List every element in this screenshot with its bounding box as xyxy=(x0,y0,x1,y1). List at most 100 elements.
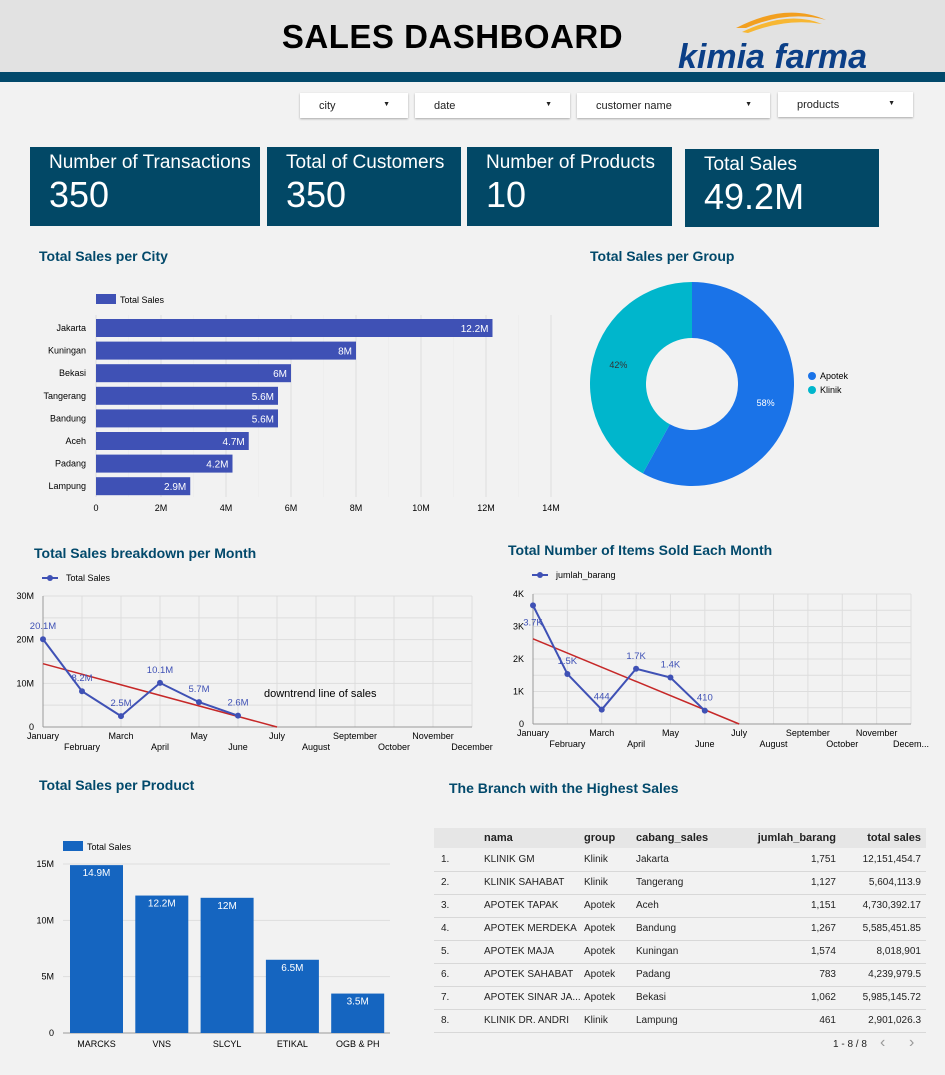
prev-page-icon[interactable]: ‹ xyxy=(880,1034,886,1051)
x-tick-label: January xyxy=(27,731,60,741)
table-cell: 4,239,979.5 xyxy=(836,963,926,987)
donut-slice-klinik xyxy=(590,282,692,474)
kpi-label: Total of Customers xyxy=(286,152,445,173)
table-row[interactable]: 8. KLINIK DR. ANDRI Klinik Lampung 461 2,901,… xyxy=(434,1009,926,1033)
filter-products[interactable]: products ▼ xyxy=(778,92,913,117)
table-cell: 1,574 xyxy=(736,940,836,964)
header-stripe xyxy=(0,72,945,82)
table-title: The Branch with the Highest Sales xyxy=(449,780,679,796)
bar-data-label: 5.6M xyxy=(252,392,274,403)
y-tick-label: 20M xyxy=(16,635,34,645)
table-row[interactable]: 6. APOTEK SAHABAT Apotek Padang 783 4,239,979… xyxy=(434,963,926,987)
x-tick-label: January xyxy=(517,728,550,738)
y-category-label: Aceh xyxy=(65,436,86,446)
data-point xyxy=(633,665,640,672)
x-tick-label: August xyxy=(302,742,331,752)
column-header[interactable]: group xyxy=(584,828,636,848)
data-label: 20.1M xyxy=(30,621,56,632)
table-row[interactable]: 5. APOTEK MAJA Apotek Kuningan 1,574 8,018,90… xyxy=(434,940,926,964)
y-category-label: Kuningan xyxy=(48,346,86,356)
table-cell: Apotek xyxy=(584,986,636,1010)
x-category-label: OGB & PH xyxy=(336,1039,380,1049)
y-tick-label: 10M xyxy=(36,915,54,925)
x-tick-label: June xyxy=(228,742,248,752)
table-cell: 4. xyxy=(434,917,484,941)
table-cell: 1,062 xyxy=(736,986,836,1010)
data-point xyxy=(530,602,536,609)
x-tick-label: Decem... xyxy=(893,739,929,749)
table-cell: Klinik xyxy=(584,848,636,872)
x-tick-label: July xyxy=(731,728,748,738)
table-row[interactable]: 1. KLINIK GM Klinik Jakarta 1,751 12,151,454.… xyxy=(434,848,926,872)
table-cell: Apotek xyxy=(584,894,636,918)
y-tick-label: 10M xyxy=(16,678,34,688)
kpi-value: 350 xyxy=(49,174,110,215)
legend-dot xyxy=(808,386,816,394)
table-cell: 5. xyxy=(434,940,484,964)
data-point xyxy=(157,679,163,686)
filter-city[interactable]: city ▼ xyxy=(300,93,408,118)
x-tick-label: 4M xyxy=(220,503,233,513)
x-tick-label: February xyxy=(64,742,101,752)
bar-product xyxy=(70,865,123,1033)
x-category-label: SLCYL xyxy=(213,1039,242,1049)
filter-customer-name[interactable]: customer name ▼ xyxy=(577,93,770,118)
filter-city-label: city xyxy=(319,100,336,112)
y-tick-label: 4K xyxy=(513,589,524,599)
x-category-label: MARCKS xyxy=(77,1039,116,1049)
table-header: nama group cabang_sales jumlah_barang total … xyxy=(434,828,926,848)
y-tick-label: 5M xyxy=(41,972,54,982)
table-cell: 2. xyxy=(434,871,484,895)
x-tick-label: 10M xyxy=(412,503,430,513)
table-row[interactable]: 7. APOTEK SINAR JA... Apotek Bekasi 1,062 5,9… xyxy=(434,986,926,1010)
data-point xyxy=(118,713,124,720)
bar-jakarta xyxy=(96,319,493,337)
filter-date[interactable]: date ▼ xyxy=(415,93,570,118)
bar-bekasi xyxy=(96,364,291,383)
table-cell: Lampung xyxy=(636,1009,736,1033)
filter-date-label: date xyxy=(434,100,456,112)
x-tick-label: July xyxy=(269,731,286,741)
table-cell: 1,267 xyxy=(736,917,836,941)
column-header[interactable]: cabang_sales xyxy=(636,828,736,848)
dropdown-caret-icon: ▼ xyxy=(745,101,752,108)
column-header[interactable]: nama xyxy=(484,828,584,848)
table-cell: 1. xyxy=(434,848,484,872)
legend-swatch xyxy=(96,294,116,304)
table-cell: 5,985,145.72 xyxy=(836,986,926,1010)
table-row[interactable]: 2. KLINIK SAHABAT Klinik Tangerang 1,127 5,60… xyxy=(434,871,926,895)
column-header[interactable]: jumlah_barang xyxy=(736,828,836,848)
column-header[interactable]: total sales xyxy=(836,828,926,848)
column-header[interactable] xyxy=(434,828,484,848)
bar-data-label: 8M xyxy=(338,347,352,358)
table-cell: Klinik xyxy=(584,871,636,895)
table-row[interactable]: 4. APOTEK MERDEKA Apotek Bandung 1,267 5,585,… xyxy=(434,917,926,941)
table-cell: 783 xyxy=(736,963,836,987)
product-chart-title: Total Sales per Product xyxy=(39,777,195,793)
table-cell: 2,901,026.3 xyxy=(836,1009,926,1033)
data-label: 10.1M xyxy=(147,665,173,676)
bar-kuningan xyxy=(96,341,356,360)
bar-aceh xyxy=(96,432,249,450)
y-tick-label: 0 xyxy=(49,1028,54,1038)
bar-lampung xyxy=(96,477,191,496)
slice-label: 58% xyxy=(757,398,775,408)
trend-annotation: downtrend line of sales xyxy=(264,688,377,700)
table-cell: 8. xyxy=(434,1009,484,1033)
data-label: 2.5M xyxy=(110,698,131,709)
table-cell: 7. xyxy=(434,986,484,1010)
table-row[interactable]: 3. APOTEK TAPAK Apotek Aceh 1,151 4,730,392.1… xyxy=(434,894,926,918)
table-cell: 5,585,451.85 xyxy=(836,917,926,941)
table-cell: APOTEK TAPAK xyxy=(484,894,584,918)
table-cell: Apotek xyxy=(584,940,636,964)
table-cell: 8,018,901 xyxy=(836,940,926,964)
table-cell: 12,151,454.7 xyxy=(836,848,926,872)
next-page-icon[interactable]: › xyxy=(909,1034,915,1051)
x-tick-label: April xyxy=(151,742,169,752)
data-label: 1.7K xyxy=(626,651,646,662)
x-tick-label: 14M xyxy=(542,503,560,513)
group-chart-title: Total Sales per Group xyxy=(590,248,735,264)
header-bar xyxy=(0,0,945,72)
items-chart-title: Total Number of Items Sold Each Month xyxy=(508,542,773,558)
